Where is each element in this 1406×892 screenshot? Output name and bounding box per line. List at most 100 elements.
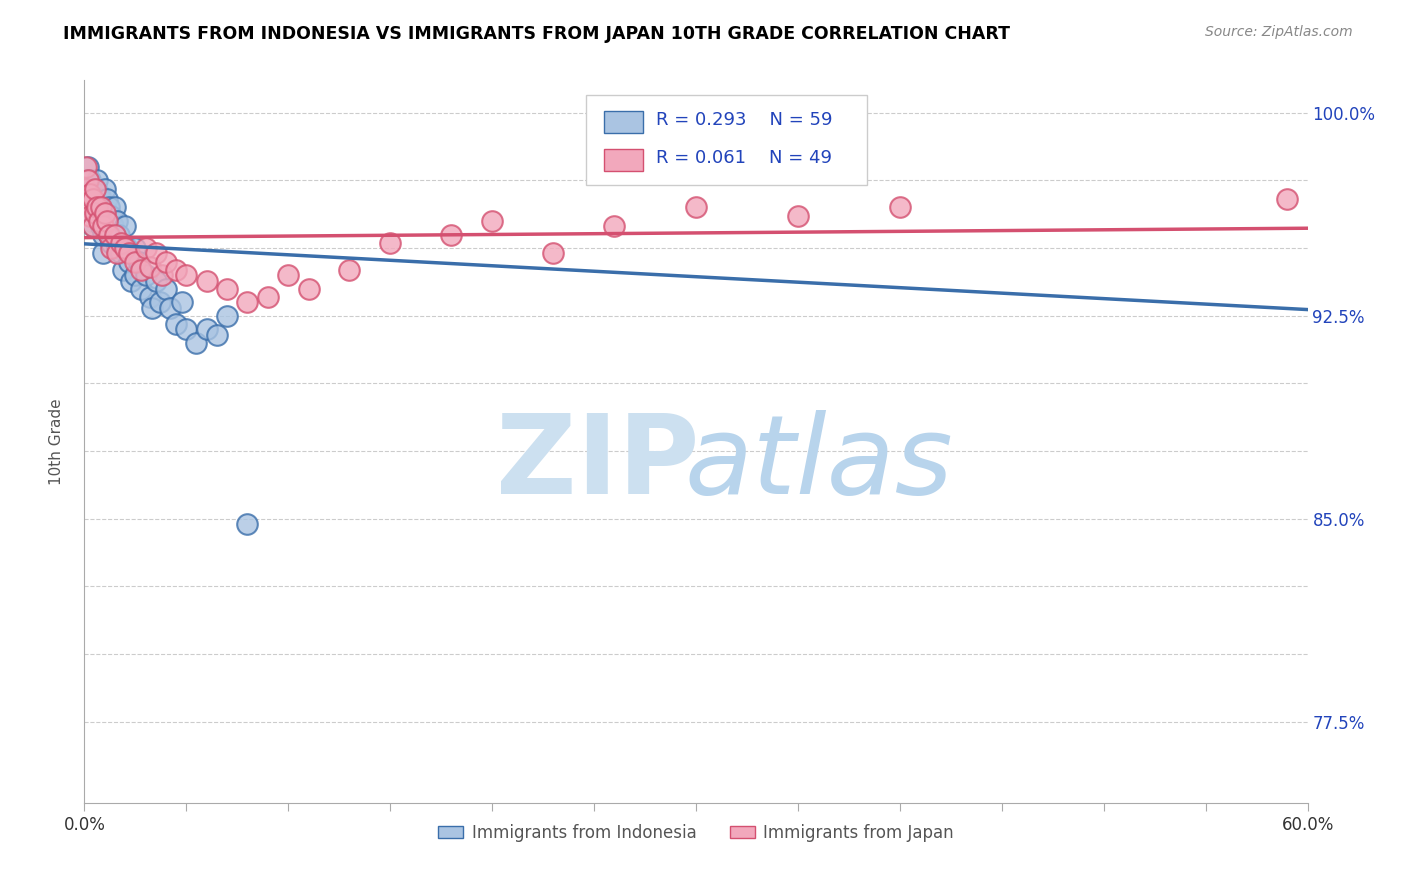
- Point: [83, 186, 105, 201]
- Point: [787, 105, 810, 120]
- Point: [114, 219, 136, 234]
- Point: [172, 295, 194, 310]
- Point: [91, 246, 114, 260]
- Point: [124, 241, 146, 255]
- Bar: [605, 149, 644, 170]
- Point: [603, 219, 626, 234]
- Point: [79, 209, 101, 223]
- Bar: [605, 112, 644, 133]
- Point: [100, 241, 122, 255]
- Text: atlas: atlas: [683, 409, 953, 516]
- Text: R = 0.061    N = 49: R = 0.061 N = 49: [655, 149, 831, 168]
- Point: [87, 214, 110, 228]
- Y-axis label: 10th Grade: 10th Grade: [49, 398, 63, 485]
- Point: [79, 192, 101, 206]
- Point: [90, 201, 112, 215]
- Point: [79, 186, 101, 201]
- Point: [86, 201, 108, 215]
- Point: [87, 186, 110, 201]
- Point: [138, 290, 160, 304]
- Point: [150, 268, 173, 282]
- Point: [149, 295, 172, 310]
- Point: [97, 227, 120, 242]
- Point: [205, 327, 228, 342]
- Point: [104, 227, 127, 242]
- Point: [128, 254, 150, 268]
- Point: [159, 301, 181, 315]
- Point: [135, 268, 157, 282]
- Point: [105, 246, 128, 260]
- Point: [86, 201, 108, 215]
- Point: [83, 206, 105, 220]
- Point: [96, 225, 118, 239]
- Point: [236, 517, 259, 532]
- Point: [131, 282, 153, 296]
- Point: [543, 246, 565, 260]
- Point: [87, 214, 110, 228]
- Point: [93, 214, 115, 228]
- Point: [105, 241, 128, 255]
- Point: [79, 214, 101, 228]
- Point: [105, 214, 128, 228]
- Point: [186, 335, 208, 350]
- Point: [93, 181, 115, 195]
- Point: [195, 322, 218, 336]
- Point: [96, 214, 118, 228]
- Point: [83, 181, 105, 195]
- Point: [91, 227, 114, 242]
- Point: [257, 290, 280, 304]
- Point: [86, 173, 108, 187]
- Point: [440, 227, 463, 242]
- Point: [91, 201, 114, 215]
- Point: [90, 219, 112, 234]
- Point: [135, 241, 157, 255]
- Point: [685, 201, 707, 215]
- Point: [77, 186, 100, 201]
- Point: [77, 160, 100, 174]
- Point: [787, 209, 810, 223]
- Point: [889, 201, 911, 215]
- Point: [100, 235, 122, 250]
- Point: [118, 246, 141, 260]
- Text: Source: ZipAtlas.com: Source: ZipAtlas.com: [1205, 25, 1353, 39]
- FancyBboxPatch shape: [586, 95, 868, 185]
- Text: IMMIGRANTS FROM INDONESIA VS IMMIGRANTS FROM JAPAN 10TH GRADE CORRELATION CHART: IMMIGRANTS FROM INDONESIA VS IMMIGRANTS …: [63, 25, 1011, 43]
- Point: [82, 219, 104, 234]
- Point: [195, 273, 218, 287]
- Text: ZIP: ZIP: [496, 409, 700, 516]
- Point: [138, 260, 160, 274]
- Point: [155, 282, 177, 296]
- Point: [217, 309, 239, 323]
- Point: [75, 160, 97, 174]
- Text: R = 0.293    N = 59: R = 0.293 N = 59: [655, 111, 832, 129]
- Point: [110, 235, 132, 250]
- Point: [110, 246, 132, 260]
- Legend: Immigrants from Indonesia, Immigrants from Japan: Immigrants from Indonesia, Immigrants fr…: [432, 817, 960, 848]
- Point: [131, 262, 153, 277]
- Point: [380, 235, 402, 250]
- Point: [165, 317, 187, 331]
- Point: [145, 273, 167, 287]
- Point: [298, 282, 321, 296]
- Point: [75, 181, 97, 195]
- Point: [108, 227, 131, 242]
- Point: [91, 219, 114, 234]
- Point: [114, 241, 136, 255]
- Point: [97, 201, 120, 215]
- Point: [141, 301, 163, 315]
- Point: [75, 201, 97, 215]
- Point: [82, 192, 104, 206]
- Point: [77, 173, 100, 187]
- Point: [82, 181, 104, 195]
- Point: [82, 201, 104, 215]
- Point: [155, 254, 177, 268]
- Point: [112, 262, 135, 277]
- Point: [101, 219, 124, 234]
- Point: [165, 262, 187, 277]
- Point: [82, 219, 104, 234]
- Point: [83, 206, 105, 220]
- Point: [90, 192, 112, 206]
- Point: [118, 254, 141, 268]
- Point: [97, 227, 120, 242]
- Point: [96, 192, 118, 206]
